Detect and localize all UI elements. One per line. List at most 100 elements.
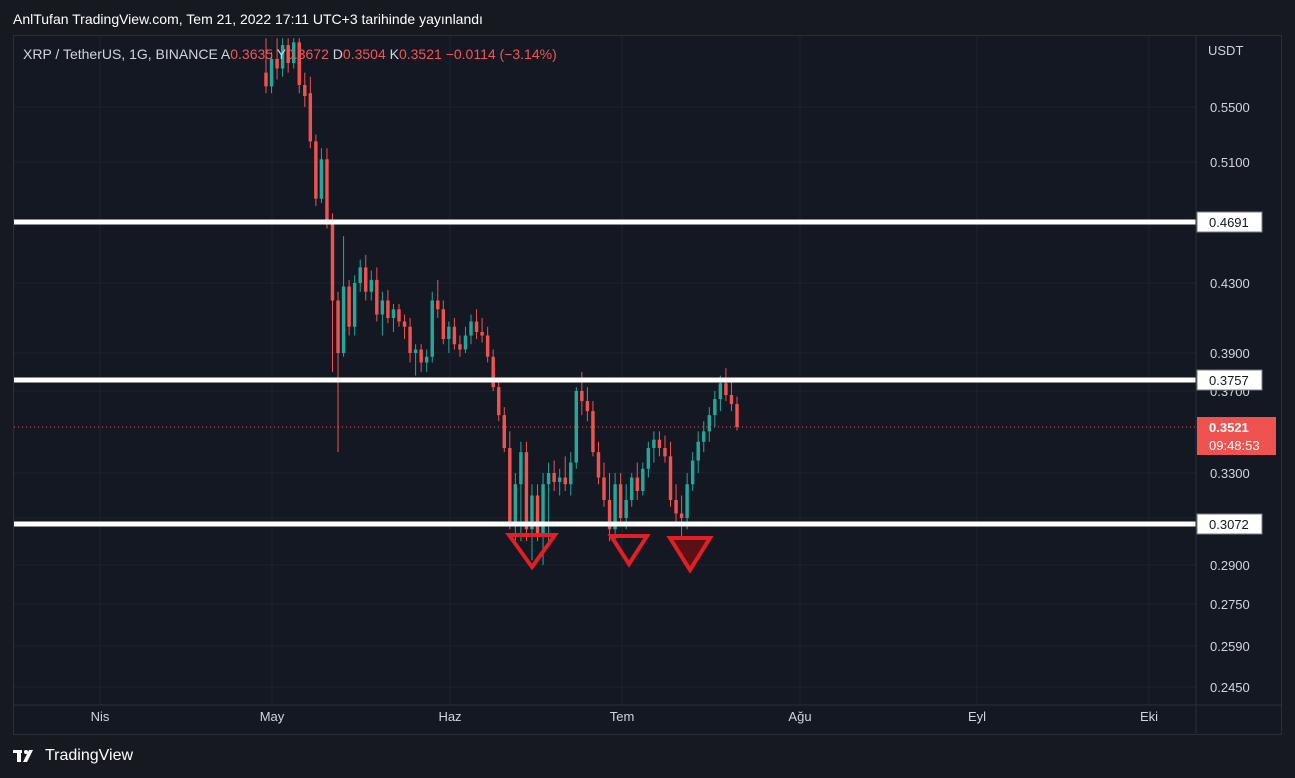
candle xyxy=(286,38,290,73)
candle-body xyxy=(624,500,628,518)
level-price-label: 0.3757 xyxy=(1209,373,1249,388)
candle-body xyxy=(436,300,440,310)
x-tick-label: Tem xyxy=(610,709,635,724)
candle xyxy=(319,148,324,204)
candle xyxy=(452,318,457,350)
candle-body xyxy=(430,300,434,357)
candle xyxy=(657,431,662,457)
candle xyxy=(264,38,268,94)
candle-body xyxy=(574,391,579,463)
x-tick-label: Ağu xyxy=(788,709,811,724)
candle-body xyxy=(591,411,595,453)
candle xyxy=(303,72,307,107)
candle-body xyxy=(491,356,495,388)
x-tick-label: May xyxy=(260,709,285,724)
candle xyxy=(364,254,368,301)
candle-body xyxy=(452,326,457,345)
candle-body xyxy=(275,58,279,69)
candle-body xyxy=(480,332,484,336)
countdown-label: 09:48:53 xyxy=(1209,438,1260,453)
x-tick-label: Haz xyxy=(438,709,461,724)
candle-body xyxy=(580,391,584,402)
candle xyxy=(552,460,556,491)
currency-label: USDT xyxy=(1208,43,1243,58)
candle-body xyxy=(707,415,712,432)
candle-body xyxy=(679,513,684,518)
last-price-label: 0.3521 xyxy=(1209,420,1249,435)
candle xyxy=(397,304,401,327)
level-price-label: 0.3072 xyxy=(1209,517,1249,532)
candle xyxy=(380,291,385,336)
bottom-marker-triangle[interactable] xyxy=(666,536,714,574)
candle-body xyxy=(369,279,374,292)
bottom-marker-triangle[interactable] xyxy=(505,533,559,571)
candle xyxy=(280,38,285,77)
candle-body xyxy=(264,72,268,87)
candle-body xyxy=(546,473,551,485)
candle xyxy=(690,452,695,491)
candle xyxy=(635,462,639,500)
level-price-badge xyxy=(1196,369,1263,391)
bottom-marker-triangle[interactable] xyxy=(607,534,651,568)
candle xyxy=(668,441,673,507)
candle-body xyxy=(674,500,678,514)
candle xyxy=(646,441,651,478)
footer-brand[interactable]: TradingView xyxy=(13,747,133,765)
chart-panel[interactable] xyxy=(13,35,1282,735)
candle-body xyxy=(336,300,340,353)
candle-body xyxy=(535,495,540,537)
candle-body xyxy=(729,395,734,405)
candle-body xyxy=(508,448,512,523)
publication-line: AnlTufan TradingView.com, Tem 21, 2022 1… xyxy=(13,11,483,27)
candle-body xyxy=(524,452,529,530)
candle xyxy=(497,381,501,422)
low-label: D xyxy=(332,46,343,62)
symbol-label: XRP / TetherUS, 1G, BINANCE xyxy=(23,46,218,62)
y-tick-label: 0.2590 xyxy=(1210,639,1250,654)
candle xyxy=(336,291,340,453)
candle-body xyxy=(364,267,368,292)
candle xyxy=(613,473,617,542)
candle-body xyxy=(513,484,518,523)
candle-body xyxy=(441,309,446,339)
candle xyxy=(702,421,706,453)
candle xyxy=(413,344,418,376)
candle-body xyxy=(596,452,601,478)
candle-body xyxy=(485,335,490,357)
candle xyxy=(275,38,279,80)
candle xyxy=(485,326,490,363)
candle xyxy=(347,279,351,336)
candle xyxy=(596,441,601,485)
candle-body xyxy=(735,404,739,427)
candle-body xyxy=(474,321,479,332)
candle-body xyxy=(308,93,313,142)
candle-body xyxy=(447,326,451,339)
candle xyxy=(424,349,429,372)
y-tick-label: 0.5100 xyxy=(1210,155,1250,170)
candle xyxy=(325,148,329,229)
y-tick-label: 0.3900 xyxy=(1210,346,1250,361)
candle-body xyxy=(530,495,534,530)
candle xyxy=(502,407,506,453)
x-tick-label: Eyl xyxy=(968,709,986,724)
candle-body xyxy=(602,477,606,500)
candles-layer xyxy=(264,38,739,565)
candle-body xyxy=(419,349,423,363)
candle-body xyxy=(585,401,590,412)
candle-body xyxy=(402,321,407,327)
level-price-label: 0.4691 xyxy=(1209,215,1249,230)
low-value: 0.3504 xyxy=(342,46,386,62)
candle-body xyxy=(607,500,612,530)
candle xyxy=(441,300,446,345)
candle-body xyxy=(469,321,473,336)
close-value: 0.3521 xyxy=(398,46,442,62)
candle-body xyxy=(690,460,695,485)
candle xyxy=(557,468,562,496)
level-price-badge xyxy=(1196,211,1263,233)
open-value: 0.3635 xyxy=(230,46,274,62)
y-tick-label: 0.3300 xyxy=(1210,466,1250,481)
candle-body xyxy=(397,309,401,322)
candle-body xyxy=(668,456,673,500)
candle-body xyxy=(618,484,623,518)
